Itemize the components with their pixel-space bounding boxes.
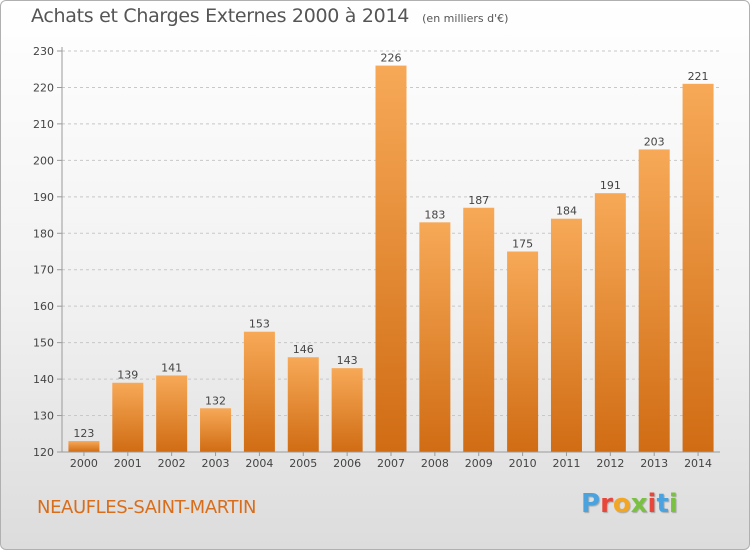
- x-tick-label: 2003: [202, 457, 230, 470]
- logo-letter: t: [656, 489, 669, 519]
- logo-letter: i: [668, 489, 678, 519]
- y-tick-label: 200: [33, 154, 54, 167]
- x-tick-label: 2008: [421, 457, 449, 470]
- bar-value-label: 175: [512, 238, 533, 251]
- logo-letter: r: [600, 489, 613, 519]
- y-tick-label: 230: [33, 45, 54, 58]
- bar: [419, 222, 451, 452]
- bar-value-label: 203: [644, 135, 665, 148]
- bar: [331, 368, 363, 452]
- x-tick-label: 2007: [377, 457, 405, 470]
- bar-value-label: 146: [293, 343, 314, 356]
- bar-value-label: 123: [73, 427, 94, 440]
- x-tick-label: 2009: [465, 457, 493, 470]
- bar: [638, 149, 670, 452]
- x-tick-label: 2014: [684, 457, 712, 470]
- bar: [463, 207, 495, 452]
- y-tick-label: 180: [33, 227, 54, 240]
- bar: [287, 357, 319, 452]
- bar: [507, 251, 539, 452]
- x-tick-label: 2004: [245, 457, 273, 470]
- bar-value-label: 141: [161, 361, 182, 374]
- bar: [112, 382, 144, 452]
- bar-value-label: 191: [600, 179, 621, 192]
- x-tick-label: 2001: [114, 457, 142, 470]
- bar-value-label: 143: [337, 354, 358, 367]
- x-tick-label: 2013: [640, 457, 668, 470]
- bar: [550, 218, 582, 452]
- title-row: Achats et Charges Externes 2000 à 2014 (…: [31, 5, 508, 27]
- bar-value-label: 184: [556, 205, 577, 218]
- logo-letter: i: [647, 489, 657, 519]
- logo-letter: o: [612, 489, 631, 519]
- chart-unit-note: (en milliers d'€): [422, 12, 509, 25]
- y-tick-label: 190: [33, 191, 54, 204]
- x-axis: 2000 2001 2002 2003 2004 2005 2006 2007 2008 2009…: [62, 451, 720, 470]
- bar-value-label: 187: [468, 194, 489, 207]
- bar-value-label: 139: [117, 369, 138, 382]
- bar: [68, 441, 100, 452]
- y-tick-label: 120: [33, 446, 54, 459]
- bar: [375, 65, 407, 452]
- x-tick-label: 2011: [552, 457, 580, 470]
- y-tick-label: 140: [33, 373, 54, 386]
- y-tick-label: 220: [33, 81, 54, 94]
- bar: [156, 375, 188, 452]
- x-tick-label: 2006: [333, 457, 361, 470]
- bar: [594, 193, 626, 452]
- y-axis: 120 130 140 150 160 170 180 190 200 210 220 230: [33, 45, 63, 459]
- y-tick-label: 160: [33, 300, 54, 313]
- y-tick-label: 170: [33, 264, 54, 277]
- bar: [682, 83, 714, 453]
- bar-value-label: 132: [205, 394, 226, 407]
- bar-value-label: 153: [249, 318, 270, 331]
- bar: [243, 331, 275, 452]
- x-tick-label: 2000: [70, 457, 98, 470]
- chart-title: Achats et Charges Externes 2000 à 2014: [31, 5, 410, 27]
- proxiti-logo[interactable]: Proxiti: [581, 489, 678, 519]
- commune-name: NEAUFLES-SAINT-MARTIN: [37, 497, 257, 518]
- x-tick-label: 2002: [158, 457, 186, 470]
- logo-letter: x: [630, 489, 648, 519]
- y-tick-label: 210: [33, 118, 54, 131]
- logo-letter: P: [581, 489, 601, 519]
- bar-value-label: 221: [688, 70, 709, 83]
- x-tick-label: 2012: [596, 457, 624, 470]
- bar-value-label: 183: [424, 208, 445, 221]
- bar-value-label: 226: [381, 52, 402, 65]
- y-tick-label: 150: [33, 337, 54, 350]
- bar: [200, 408, 232, 452]
- x-tick-label: 2010: [509, 457, 537, 470]
- x-tick-label: 2005: [289, 457, 317, 470]
- bars: 123 139 141 132 153 146 143 226 183 187 175 184 191 2…: [68, 52, 714, 453]
- y-tick-label: 130: [33, 410, 54, 423]
